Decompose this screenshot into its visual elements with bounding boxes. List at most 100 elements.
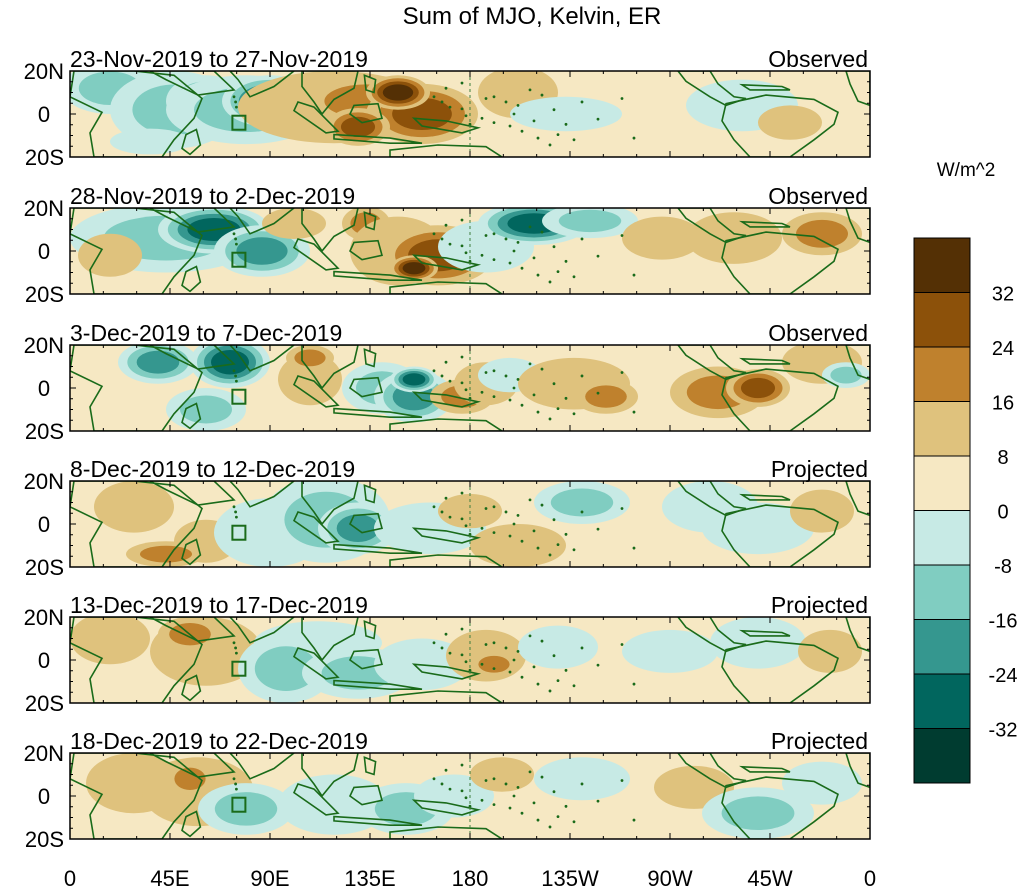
latitude-label: 0 [38,512,50,537]
island [536,818,540,822]
island [596,254,600,258]
coastline [721,776,839,839]
coastline [845,617,870,653]
anomaly-contour [254,646,318,691]
island [444,496,448,500]
island [520,811,524,815]
island [460,381,464,385]
longitude-label: 180 [452,866,489,889]
island [520,266,524,270]
island [540,93,544,97]
latitude-label: 20N [24,469,64,494]
island [480,798,484,802]
island [620,97,624,100]
anomaly-contour [740,377,776,399]
anomaly-field [70,753,870,839]
coastline [181,402,202,430]
island [504,510,508,514]
anomaly-field [70,71,870,157]
region-box [231,388,247,405]
island [468,122,472,126]
island [620,643,624,646]
island [580,782,584,786]
coastlines [70,71,870,157]
island [516,786,520,789]
island [468,532,472,536]
colorbar-segment [913,728,971,784]
anomaly-contour [110,128,190,155]
coastline [411,117,482,134]
coastline [292,101,340,134]
island [512,112,516,116]
island [235,515,238,519]
panel-status: Observed [768,320,868,346]
coastline [348,376,383,398]
coastline [721,504,839,567]
island [548,825,552,829]
island [552,790,556,794]
island [232,641,236,645]
coastline [181,674,202,702]
island [556,543,560,547]
latitude-label: 0 [38,376,50,401]
region-box [231,796,247,813]
island [468,668,472,672]
island [235,787,238,791]
latitude-label: 20S [25,419,64,444]
anomaly-contour [470,757,534,792]
island [596,527,600,531]
latitude-label: 20N [24,196,64,221]
island [492,232,496,236]
panel-status: Observed [768,46,868,72]
island [432,95,436,99]
coastline [845,345,870,381]
island [532,119,536,123]
island [596,117,600,121]
island [504,100,508,104]
colorbar-tick-label: 32 [992,284,1014,306]
island [460,81,464,85]
island [444,768,448,772]
map-panel: 20N 0 20S 3-Dec-2019 to 7-Dec-2019 Observed [24,320,871,444]
island [564,668,568,672]
island [532,529,536,533]
island [552,518,556,522]
coastline [149,753,236,778]
coastline [739,83,791,91]
island [508,670,512,674]
island [632,682,636,686]
island [492,121,496,124]
latitude-label: 20S [25,282,64,307]
island [532,665,536,669]
coastline [721,94,839,157]
island [520,403,524,407]
island [234,100,238,104]
coastline [676,208,747,244]
island [540,367,544,371]
island [504,646,508,650]
island [596,663,600,667]
island [460,218,464,222]
coastline [149,208,236,233]
island [480,253,484,257]
island [528,498,532,502]
coastline [739,765,791,773]
island [580,237,584,241]
island [548,689,552,693]
coastline [363,756,377,776]
island [620,779,624,782]
coastline [389,418,504,431]
island [528,362,532,366]
island [432,505,436,509]
island [512,794,516,798]
panel-status: Projected [771,728,868,754]
island [468,396,472,400]
island [440,374,444,378]
island [480,526,484,530]
island [484,779,488,782]
colorbar-segment [913,237,971,293]
coastline [363,620,377,640]
coastlines [70,617,870,703]
island [440,100,444,104]
